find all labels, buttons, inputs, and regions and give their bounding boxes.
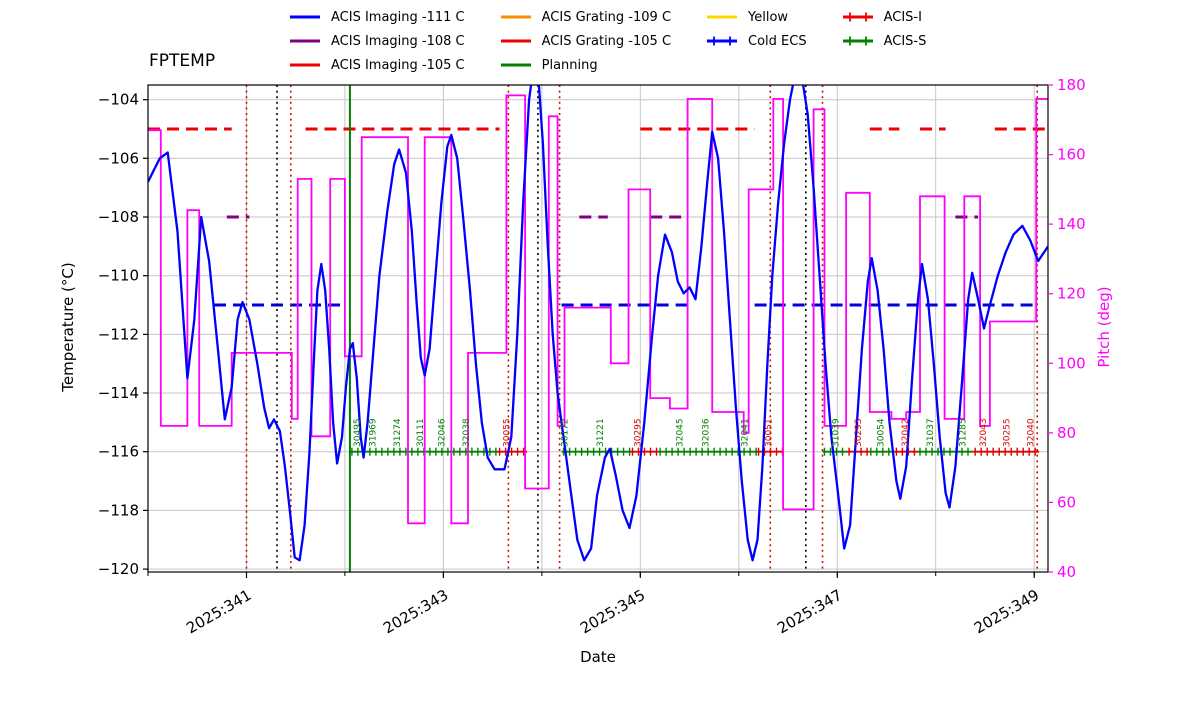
legend-item-acis-imaging-105: ACIS Imaging -105 C [288,54,465,76]
legend-line-sample-acis-grating-109 [500,15,531,19]
obsid-label: 31039 [831,418,841,447]
obsid-label: 30295 [633,418,643,447]
obsid-label: 32038 [462,418,472,447]
y-axis-right-ticks: 40 60 80 100 120 140 160 180 [1048,76,1086,581]
y-tick-label-temperature: −112 [98,325,139,343]
obsid-label: 32043 [979,418,989,447]
limit-lines [148,127,1048,307]
y-tick-label-temperature: −106 [98,149,139,167]
obsid-label: 30111 [416,418,426,447]
legend-label: ACIS Grating -109 C [541,9,672,25]
legend-item-yellow: Yellow [705,6,807,28]
legend-item-acis-i: ACIS-I [841,6,927,28]
gridlines [147,85,1048,572]
legend-line-sample-acis-i [842,12,873,22]
y-tick-label-pitch: 80 [1057,424,1076,442]
y-tick-label-temperature: −118 [98,501,139,519]
event-vlines [245,85,1038,572]
legend-label: Cold ECS [748,33,807,49]
obsid-label: 30495 [353,418,363,447]
legend-label: ACIS Imaging -105 C [331,57,465,73]
y-tick-label-pitch: 60 [1057,493,1076,511]
legend-line-sample-acis-imaging-105 [290,63,320,67]
legend-label: ACIS Grating -105 C [541,33,672,49]
y-tick-label-pitch: 160 [1057,146,1086,164]
legend-line-sample-acis-imaging-108 [290,39,320,43]
obsid-label: 30051 [764,418,774,447]
obsid-label: 30172 [561,418,571,447]
obsid-label: 32036 [701,418,711,447]
legend-label: Yellow [748,9,789,25]
legend-label: ACIS Imaging -108 C [331,33,465,49]
fptemp-series [148,85,1048,562]
legend-label: ACIS-S [883,33,927,49]
obsid-label: 32040 [1026,418,1036,447]
y-tick-label-temperature: −108 [98,208,139,226]
y-tick-label-temperature: −110 [98,267,139,285]
obsid-label: 32045 [676,418,686,447]
y-tick-label-pitch: 40 [1057,563,1076,581]
obsid-label: 32042 [901,418,911,447]
legend-column-1: ACIS Imaging -111 C ACIS Imaging -108 C … [288,6,465,76]
legend-item-planning: Planning [499,54,671,76]
y-tick-label-temperature: −116 [98,443,139,461]
y-tick-label-pitch: 140 [1057,215,1086,233]
y-axis-label-temperature: Temperature (°C) [59,262,77,392]
obsid-labels: 30495 31969 31274 30111 32046 32038 30055 30172… [353,418,1037,447]
obsid-label: 32046 [437,418,447,447]
legend-column-4: ACIS-I ACIS-S [841,6,927,76]
x-axis-label: Date [580,648,616,666]
obsid-label: 30055 [502,418,512,447]
legend-label: Planning [541,57,598,73]
legend-item-acis-grating-109: ACIS Grating -109 C [499,6,671,28]
legend-item-acis-imaging-108: ACIS Imaging -108 C [288,30,465,52]
obsid-label: 31969 [369,418,379,447]
obsid-label: 31274 [393,418,403,447]
obsid-label: 31285 [958,418,968,447]
legend-line-sample-cold-ecs [707,36,738,46]
obsid-label: 30293 [854,418,864,447]
y-tick-label-pitch: 100 [1057,354,1086,372]
y-tick-label-pitch: 180 [1057,76,1086,94]
legend-line-sample-acis-imaging-111 [290,15,320,19]
y-axis-label-pitch: Pitch (deg) [1095,286,1113,368]
legend-item-cold-ecs: Cold ECS [705,30,807,52]
obsid-label: 31037 [926,418,936,447]
legend-line-sample-acis-grating-105 [500,39,531,43]
y-tick-label-temperature: −114 [98,384,139,402]
y-tick-label-temperature: −104 [98,91,139,109]
obsid-label: 31221 [596,418,606,447]
legend-item-acis-imaging-111: ACIS Imaging -111 C [288,6,465,28]
obsid-label: 30255 [1003,418,1013,447]
legend-item-acis-s: ACIS-S [841,30,927,52]
legend-line-sample-acis-s [842,36,873,46]
obsid-label: 32041 [741,418,751,447]
y-axis-left-ticks: −104 −106 −108 −110 −112 −114 −116 −118 −120 [98,91,148,578]
legend-column-3: Yellow Cold ECS [705,6,807,76]
legend-column-2: ACIS Grating -109 C ACIS Grating -105 C … [499,6,671,76]
obsid-label: 30054 [877,418,887,447]
legend-line-sample-yellow [707,15,738,19]
legend-line-sample-planning [500,63,531,67]
y-tick-label-temperature: −120 [98,560,139,578]
legend-label: ACIS-I [883,9,922,25]
y-tick-label-pitch: 120 [1057,285,1086,303]
legend-item-acis-grating-105: ACIS Grating -105 C [499,30,671,52]
plot-border [147,84,1049,573]
legend-label: ACIS Imaging -111 C [331,9,465,25]
legend: ACIS Imaging -111 C ACIS Imaging -108 C … [288,6,926,76]
chart-title: FPTEMP [149,51,216,71]
